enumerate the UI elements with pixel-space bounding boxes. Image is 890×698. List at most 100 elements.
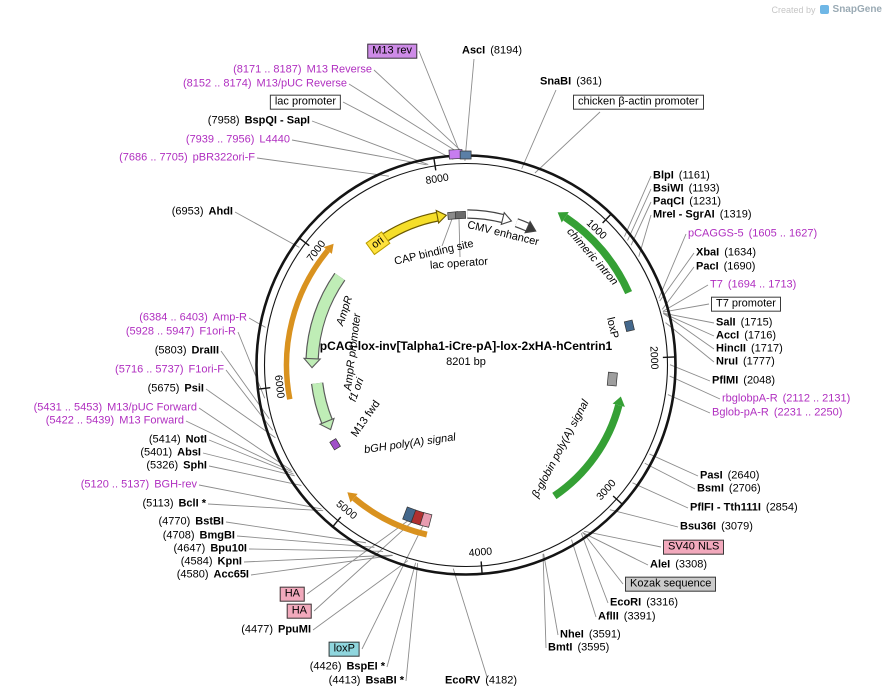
bsu36i-text-0: Bsu36I [680, 520, 717, 533]
loxp-2-marker[interactable] [402, 506, 417, 523]
aflii[interactable]: AflII (3391) [598, 611, 656, 624]
bmti-text-1: (3595) [577, 641, 610, 654]
ori-label[interactable]: ori [365, 231, 391, 255]
lac-promoter-label[interactable]: lac promoter [269, 94, 341, 110]
ecori[interactable]: EcoRI (3316) [610, 597, 678, 610]
pasi[interactable]: PasI (2640) [700, 470, 759, 483]
pbr322ori-f-primer[interactable]: (7686 .. 7705) pBR322ori-F [119, 152, 255, 165]
loxp-box-label[interactable]: loxP [328, 641, 360, 657]
ppumi[interactable]: (4477) PpuMI [241, 624, 311, 637]
psii[interactable]: (5675) PsiI [148, 383, 204, 396]
m13-puc-reverse-primer[interactable]: (8152 .. 8174) M13/pUC Reverse [183, 78, 347, 91]
absi[interactable]: (5401) AbsI [140, 447, 201, 460]
blpi[interactable]: BlpI (1161) [653, 170, 710, 183]
ha-tag-2[interactable]: HA [286, 603, 312, 619]
bspqi-sapi[interactable]: (7958) BspQI - SapI [208, 115, 310, 128]
m13-reverse-primer-marker[interactable] [459, 150, 472, 160]
kpni[interactable]: (4584) KpnI [181, 556, 242, 569]
nhei[interactable]: NheI (3591) [560, 629, 621, 642]
ahdi[interactable]: (6953) AhdI [172, 206, 233, 219]
bsabi[interactable]: (4413) BsaBI * [329, 675, 404, 688]
rbglobpa-r-primer[interactable]: rbglobpA-R (2112 .. 2131) [722, 393, 850, 406]
bsabi-leader-line [405, 563, 419, 682]
m13-rev-label[interactable]: M13 rev [367, 43, 417, 59]
chicken-beta-actin-promoter-arc[interactable] [514, 218, 537, 234]
sv40-nls-label-leader-line [583, 530, 662, 548]
ampr-arc[interactable] [302, 272, 346, 369]
asci[interactable]: AscI (8194) [462, 45, 522, 58]
mrei-sgrai[interactable]: MreI - SgrAI (1319) [653, 209, 752, 222]
bsu36i[interactable]: Bsu36I (3079) [680, 521, 753, 534]
acc65i-leader-line [250, 554, 393, 576]
ha-tag-2-leader-line [313, 520, 413, 612]
bglob-pa-r-primer[interactable]: Bglob-pA-R (2231 .. 2250) [712, 407, 842, 420]
beta-globin-polya-arc[interactable] [552, 396, 625, 500]
bpu10i-leader-line [248, 548, 384, 552]
beta-globin-polya-label[interactable]: β-globin poly(A) signal [530, 398, 592, 500]
m13-fwd-label[interactable]: M13 fwd [349, 398, 383, 439]
ha-tag-1[interactable]: HA [279, 586, 305, 602]
sali[interactable]: SalI (1715) [716, 317, 772, 330]
loxp-1-marker[interactable] [623, 319, 635, 332]
bsiwi[interactable]: BsiWI (1193) [653, 183, 720, 196]
m13-fwd-marker[interactable] [329, 438, 341, 451]
draiii[interactable]: (5803) DraIII [155, 345, 219, 358]
bspei[interactable]: (4426) BspEI * [310, 661, 385, 674]
bgh-rev-primer[interactable]: (5120 .. 5137) BGH-rev [81, 479, 197, 492]
pcaggs-5-primer[interactable]: pCAGGS-5 (1605 .. 1627) [688, 228, 817, 241]
psii-text-0: (5675) [147, 382, 180, 395]
chicken-beta-actin-promoter-label[interactable]: chicken β-actin promoter [573, 94, 704, 110]
xbai[interactable]: XbaI (1634) [696, 247, 756, 260]
l4440-primer[interactable]: (7939 .. 7956) L4440 [186, 134, 290, 147]
ecorv-text-0: EcoRV [445, 674, 481, 687]
bgh-polya-label[interactable]: bGH poly(A) signal [363, 431, 456, 456]
lac-operator-label[interactable]: lac operator [430, 256, 489, 273]
gray-feature-marker[interactable] [606, 371, 618, 387]
cmv-enhancer-label[interactable]: CMV enhancer [466, 219, 540, 249]
paci[interactable]: PacI (1690) [696, 261, 755, 274]
nrui[interactable]: NruI (1777) [716, 356, 775, 369]
amp-region-arc[interactable] [283, 243, 334, 400]
pflfi-tth111i[interactable]: PflFI - Tth111I (2854) [690, 502, 798, 515]
bmti[interactable]: BmtI (3595) [548, 642, 609, 655]
pflmi[interactable]: PflMI (2048) [712, 375, 775, 388]
chimeric-intron-arc[interactable] [557, 211, 633, 295]
m13-reverse-primer-text-0: (8171 .. 8187) [233, 63, 302, 76]
m13-reverse-primer-leader-line [373, 69, 463, 153]
sv40-nls-label[interactable]: SV40 NLS [663, 539, 725, 555]
noti[interactable]: (5414) NotI [149, 434, 207, 447]
acci[interactable]: AccI (1716) [716, 330, 776, 343]
ecorv[interactable]: EcoRV (4182) [445, 675, 517, 688]
bpu10i[interactable]: (4647) Bpu10I [174, 543, 247, 556]
t7-primer[interactable]: T7 (1694 .. 1713) [710, 279, 796, 292]
lac-operator-marker[interactable] [455, 211, 466, 220]
acci-text-1: (1716) [744, 329, 777, 342]
m13-reverse-primer[interactable]: (8171 .. 8187) M13 Reverse [233, 64, 372, 77]
kozak-sequence-label[interactable]: Kozak sequence [625, 576, 717, 592]
ori-arc[interactable] [382, 209, 448, 242]
bgh-polya-arc[interactable] [347, 492, 428, 538]
chicken-beta-actin-promoter-label-leader-line [534, 111, 601, 174]
chicken-beta-actin-promoter-label-text-0: chicken β-actin promoter [578, 95, 699, 108]
m13-puc-forward-primer[interactable]: (5431 .. 5453) M13/pUC Forward [34, 402, 197, 415]
f1ori-r-primer[interactable]: (5928 .. 5947) F1ori-R [126, 326, 236, 339]
loxp-inside-label[interactable]: loxP [603, 316, 621, 340]
amp-r-primer[interactable]: (6384 .. 6403) Amp-R [139, 312, 247, 325]
alei[interactable]: AleI (3308) [650, 559, 707, 572]
bmgbi[interactable]: (4708) BmgBI [163, 530, 235, 543]
f1-ori-arc[interactable] [310, 382, 335, 431]
bstbi[interactable]: (4770) BstBI [158, 516, 224, 529]
snabi[interactable]: SnaBI (361) [540, 76, 602, 89]
bsmi[interactable]: BsmI (2706) [697, 483, 761, 496]
bcli[interactable]: (5113) BclI * [143, 498, 207, 511]
bgh-rev-primer-leader-line [198, 484, 322, 510]
sphi[interactable]: (5326) SphI [146, 460, 207, 473]
chimeric-intron-label[interactable]: chimeric intron [564, 226, 620, 288]
m13-forward-primer[interactable]: (5422 .. 5439) M13 Forward [46, 415, 184, 428]
cmv-enhancer-arc[interactable] [467, 209, 513, 226]
acc65i[interactable]: (4580) Acc65I [177, 569, 249, 582]
hincii[interactable]: HincII (1717) [716, 343, 783, 356]
paqci[interactable]: PaqCI (1231) [653, 196, 721, 209]
t7-promoter-label[interactable]: T7 promoter [711, 296, 781, 312]
f1ori-f-primer[interactable]: (5716 .. 5737) F1ori-F [115, 364, 224, 377]
